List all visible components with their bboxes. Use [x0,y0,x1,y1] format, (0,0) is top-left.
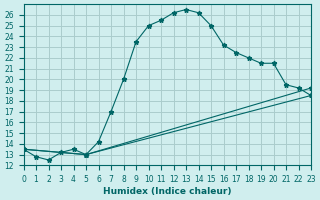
X-axis label: Humidex (Indice chaleur): Humidex (Indice chaleur) [103,187,231,196]
